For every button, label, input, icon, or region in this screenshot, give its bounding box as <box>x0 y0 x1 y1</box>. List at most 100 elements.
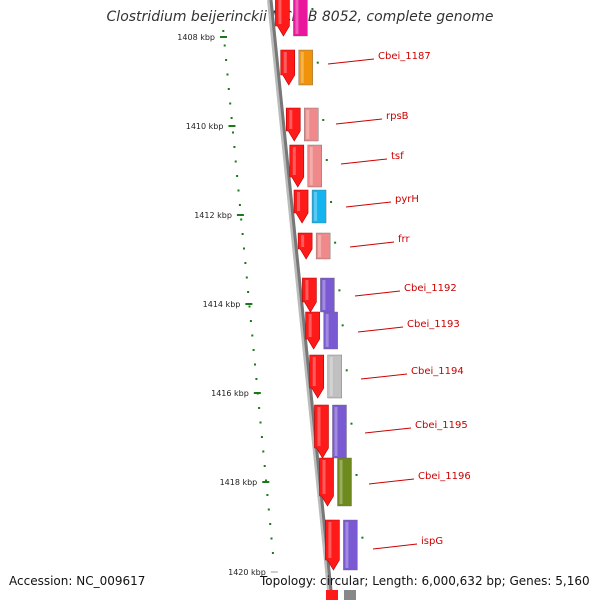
gene-forward-highlight <box>301 235 305 247</box>
gene-block[interactable] <box>337 457 352 507</box>
backbone-shadow <box>267 0 332 600</box>
scale-label: 1416 kbp <box>211 389 249 398</box>
gene-label[interactable]: tsf <box>391 151 404 162</box>
gene-block[interactable] <box>293 0 308 37</box>
gene-block[interactable] <box>307 144 322 188</box>
gene-marker-dot <box>338 289 341 292</box>
gene-label-leader <box>340 158 388 165</box>
gene-block[interactable] <box>311 189 327 224</box>
scale-minor-tick <box>262 450 265 453</box>
gene-marker-dot <box>322 119 325 121</box>
scale-minor-tick <box>265 479 267 482</box>
gene-marker-dot <box>341 324 344 327</box>
backbone-line <box>269 0 334 600</box>
scale-minor-tick <box>254 363 256 366</box>
gene-label-leader <box>335 118 383 125</box>
scale-minor-tick <box>258 407 261 409</box>
gene-forward-highlight <box>278 0 282 24</box>
gene-label-leader <box>345 201 392 208</box>
gene-block-highlight <box>300 52 304 83</box>
gene-forward-arrow[interactable] <box>280 49 296 86</box>
scale-minor-tick <box>226 73 229 76</box>
gene-forward-highlight <box>297 192 301 211</box>
scale-minor-tick <box>237 189 240 192</box>
gene-label[interactable]: Cbei_1194 <box>411 366 464 377</box>
scale-minor-tick <box>225 59 228 61</box>
gene-label[interactable]: pyrH <box>395 194 419 205</box>
scale-minor-tick <box>267 508 270 511</box>
gene-block-highlight <box>318 235 322 257</box>
scale-minor-tick <box>232 131 234 134</box>
scale-minor-tick <box>259 421 262 424</box>
gene-forward-highlight <box>317 407 321 446</box>
scale-minor-tick <box>241 233 244 235</box>
scale-minor-tick <box>255 378 258 380</box>
scale-minor-tick <box>229 102 232 105</box>
gene-block[interactable] <box>323 311 338 350</box>
gene-label[interactable]: rpsB <box>386 111 409 122</box>
gene-block[interactable] <box>304 107 319 142</box>
gene-block-highlight <box>306 110 310 139</box>
gene-forward-highlight <box>328 522 332 558</box>
gene-block[interactable] <box>298 49 313 86</box>
gene-forward-arrow[interactable] <box>293 189 309 224</box>
scale-minor-tick <box>270 537 273 540</box>
gene-forward-arrow[interactable] <box>275 0 290 37</box>
gene-label[interactable]: Cbei_1196 <box>418 471 471 482</box>
gene-forward-highlight <box>312 357 316 386</box>
scale-minor-tick <box>223 44 226 47</box>
gene-label[interactable]: Cbei_1187 <box>378 51 431 62</box>
gene-forward-highlight <box>308 314 312 337</box>
gene-label[interactable]: ispG <box>421 536 443 547</box>
gene-block-highlight <box>322 280 326 310</box>
gene-block[interactable] <box>327 354 342 399</box>
scale-minor-tick <box>269 523 272 525</box>
gene-label-leader <box>354 290 401 297</box>
gene-forward-highlight <box>292 147 296 175</box>
gene-label[interactable]: Cbei_1193 <box>407 319 460 330</box>
gene-block-highlight <box>325 314 329 347</box>
gene-label[interactable]: frr <box>398 234 410 245</box>
gene-forward-arrow[interactable] <box>289 144 305 188</box>
gene-block-highlight <box>345 522 349 568</box>
gene-label-leader <box>364 427 412 434</box>
scale-minor-tick <box>266 494 269 496</box>
scale-minor-tick <box>251 334 254 337</box>
gene-forward-arrow[interactable] <box>297 232 313 260</box>
gene-block[interactable] <box>343 519 358 571</box>
scale-minor-tick <box>271 552 274 554</box>
gene-label-leader <box>349 241 395 248</box>
scale-label: 1412 kbp <box>194 211 232 220</box>
gene-forward-arrow[interactable] <box>285 107 301 142</box>
accession-text: Accession: NC_009617 <box>9 574 146 588</box>
gene-marker-dot <box>311 8 314 10</box>
scale-minor-tick <box>260 436 263 438</box>
scale-minor-tick <box>230 117 233 119</box>
scale-minor-tick <box>234 160 237 163</box>
gene-marker-dot <box>355 474 358 476</box>
gene-label-leader <box>372 543 418 550</box>
gene-marker-dot <box>330 201 333 203</box>
gene-marker-dot <box>325 159 328 161</box>
gene-forward-highlight <box>283 52 287 73</box>
gene-block-highlight <box>309 147 313 185</box>
gene-label-leader <box>357 326 404 333</box>
scale-minor-tick <box>238 204 241 206</box>
gene-block-highlight <box>339 460 343 504</box>
gene-label[interactable]: Cbei_1195 <box>415 420 468 431</box>
scale-minor-tick <box>236 175 239 177</box>
scale-minor-tick <box>252 349 255 351</box>
gene-label-leader <box>327 58 375 65</box>
gene-block-highlight <box>314 192 318 221</box>
gene-marker-dot <box>316 61 319 64</box>
scale-label: 1420 kbp <box>228 568 266 577</box>
gene-forward-arrow[interactable] <box>302 277 317 313</box>
scale-minor-tick <box>244 262 247 264</box>
scale-minor-tick <box>263 465 266 467</box>
scale-minor-tick <box>245 276 248 279</box>
gene-label[interactable]: Cbei_1192 <box>404 283 457 294</box>
gene-block[interactable] <box>315 232 331 260</box>
gene-forward-arrow[interactable] <box>305 311 320 350</box>
gene-marker-dot <box>350 422 353 425</box>
